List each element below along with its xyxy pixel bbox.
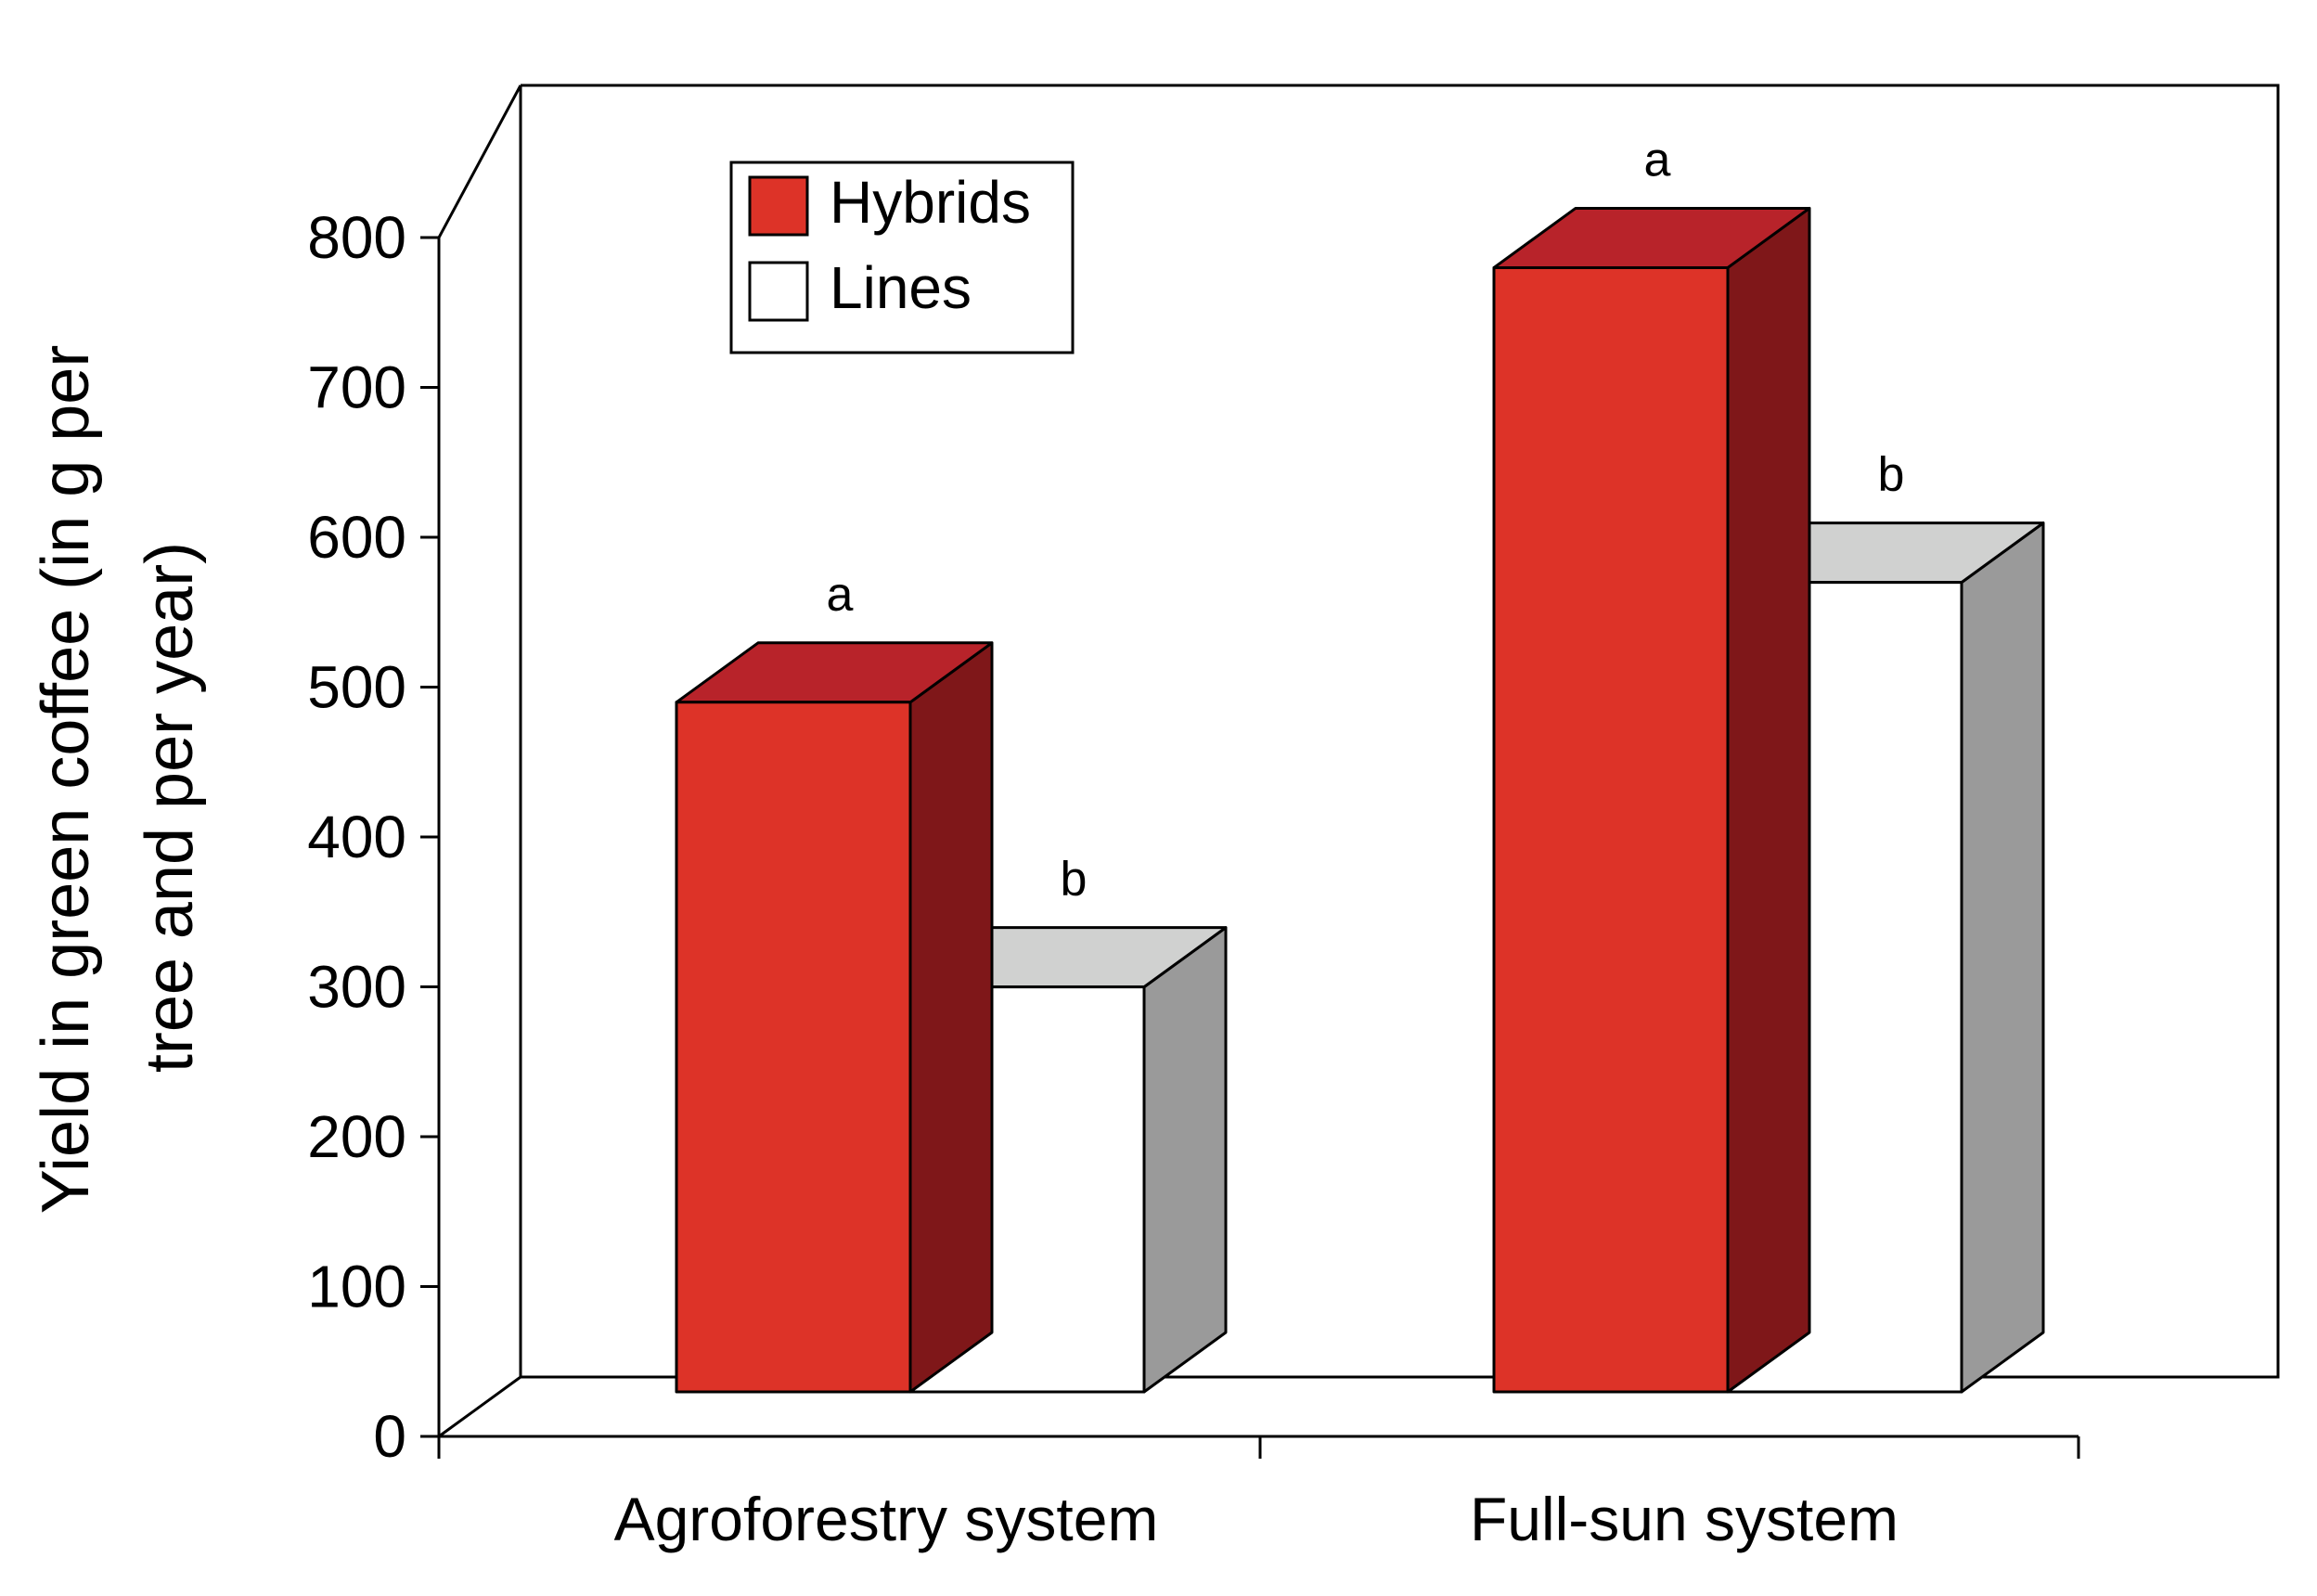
bar-side: [1726, 206, 1811, 1394]
bar-side: [1142, 926, 1228, 1394]
wall-top-edge: [437, 84, 522, 238]
bar-marks: b a b a: [675, 133, 2045, 1394]
y-axis-title-line2: tree and per year): [133, 542, 207, 1073]
x-tick-label: Full-sun system: [1470, 1485, 1899, 1553]
back-wall: [519, 84, 2280, 1379]
y-tick-label: 600: [307, 504, 406, 571]
floor-left-edge: [438, 1375, 521, 1438]
y-tick-label: 0: [373, 1403, 406, 1470]
bar: [1492, 265, 1730, 1394]
x-axis-labels: Agroforestry system Full-sun system: [614, 1485, 1899, 1553]
bar-side: [1960, 521, 2045, 1394]
y-tick-label: 800: [307, 204, 406, 271]
legend-swatch-lines: [748, 261, 809, 322]
legend-label-lines: Lines: [830, 254, 972, 321]
bar-sig-label: b: [1878, 448, 1905, 502]
y-tick-label: 500: [307, 654, 406, 721]
y-axis-ticks: 0 100 200 300 400 500 600 700 800: [307, 204, 439, 1470]
legend: Hybrids Lines: [729, 161, 1075, 354]
y-tick-label: 300: [307, 954, 406, 1021]
legend-swatch-hybrids: [748, 175, 809, 237]
bar-sig-label: b: [1061, 853, 1088, 907]
bar-sig-label: a: [1644, 133, 1671, 187]
y-tick-label: 400: [307, 804, 406, 870]
x-tick-label: Agroforestry system: [614, 1485, 1159, 1553]
y-axis-title-line1: Yield in green coffee (in g per: [29, 345, 103, 1215]
y-tick-label: 700: [307, 354, 406, 421]
bar-sig-label: a: [827, 568, 854, 622]
bar-side: [908, 641, 994, 1394]
legend-label-hybrids: Hybrids: [830, 169, 1031, 236]
y-tick-label: 200: [307, 1103, 406, 1170]
y-tick-label: 100: [307, 1254, 406, 1320]
bar: [675, 701, 912, 1394]
